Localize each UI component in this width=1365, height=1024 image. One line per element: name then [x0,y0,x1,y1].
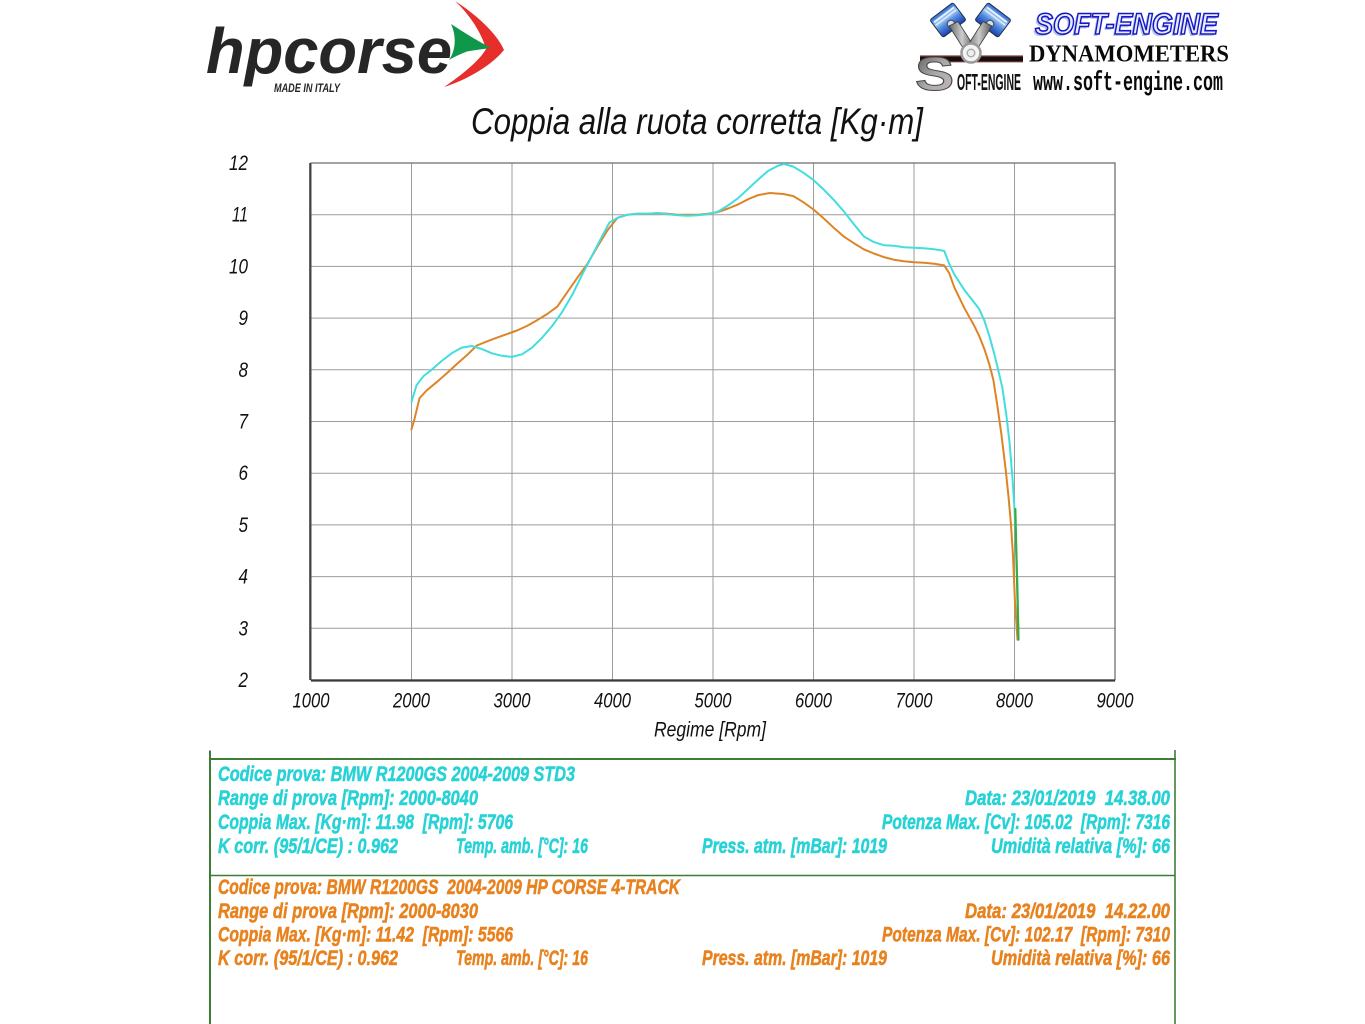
svg-text:DYNAMOMETERS: DYNAMOMETERS [1029,42,1229,68]
svg-text:Data: 23/01/2019 14.38.00: Data: 23/01/2019 14.38.00 [965,786,1170,810]
svg-text:5: 5 [239,514,249,537]
svg-text:8000: 8000 [996,690,1033,713]
svg-text:Range di prova [Rpm]: 2000-804: Range di prova [Rpm]: 2000-8040 [218,786,478,810]
svg-text:2000: 2000 [392,690,430,713]
svg-text:4: 4 [239,566,249,589]
svg-text:Temp. amb. [°C]: 16: Temp. amb. [°C]: 16 [456,946,589,970]
svg-text:Coppia Max. [Kg·m]: 11.42 [Rp: Coppia Max. [Kg·m]: 11.42 [Rpm]: 5566 [218,923,514,947]
svg-text:Coppia Max. [Kg·m]: 11.98 [Rp: Coppia Max. [Kg·m]: 11.98 [Rpm]: 5706 [218,810,514,834]
svg-text:6: 6 [239,462,249,485]
svg-text:2: 2 [238,669,249,692]
svg-text:9: 9 [239,307,249,330]
svg-text:6000: 6000 [795,690,832,713]
svg-text:8: 8 [239,359,249,382]
svg-text:Potenza Max. [Cv]: 102.17 [Rp: Potenza Max. [Cv]: 102.17 [Rpm]: 7310 [882,923,1170,947]
svg-text:1000: 1000 [293,690,330,713]
svg-text:9000: 9000 [1097,690,1134,713]
svg-text:Coppia alla ruota corretta [Kg: Coppia alla ruota corretta [Kg·m] [471,101,924,142]
svg-text:3: 3 [239,617,249,640]
svg-text:MADE IN ITALY: MADE IN ITALY [274,83,341,95]
svg-text:10: 10 [229,255,248,278]
svg-text:3000: 3000 [494,690,531,713]
svg-text:Potenza Max. [Cv]: 105.02 [Rp: Potenza Max. [Cv]: 105.02 [Rpm]: 7316 [882,810,1171,834]
svg-text:Umidità relativa [%]: 66: Umidità relativa [%]: 66 [991,946,1171,970]
svg-text:SOFT-ENGINE: SOFT-ENGINE [1033,10,1217,43]
svg-text:OFT-ENGINE: OFT-ENGINE [957,69,1021,95]
svg-text:Data: 23/01/2019 14.22.00: Data: 23/01/2019 14.22.00 [965,899,1170,923]
svg-text:Temp. amb. [°C]: 16: Temp. amb. [°C]: 16 [456,834,589,858]
svg-text:Press. atm. [mBar]: 1019: Press. atm. [mBar]: 1019 [702,834,887,858]
svg-text:K corr. (95/1/CE) : 0.962: K corr. (95/1/CE) : 0.962 [218,946,398,970]
svg-text:7: 7 [239,411,250,434]
svg-text:4000: 4000 [594,690,631,713]
svg-text:7000: 7000 [896,690,933,713]
svg-text:Codice prova: BMW R1200GS 200: Codice prova: BMW R1200GS 2004-2009 HP C… [218,875,681,899]
svg-text:Regime [Rpm]: Regime [Rpm] [654,719,767,742]
svg-text:Codice prova: BMW R1200GS 2004: Codice prova: BMW R1200GS 2004-2009 STD3 [218,762,575,786]
svg-text:hpcorse: hpcorse [206,15,452,87]
svg-text:Range di prova [Rpm]: 2000-803: Range di prova [Rpm]: 2000-8030 [218,899,478,923]
svg-text:K corr. (95/1/CE) : 0.962: K corr. (95/1/CE) : 0.962 [218,834,398,858]
svg-text:5000: 5000 [695,690,732,713]
svg-text:12: 12 [229,152,248,175]
svg-text:11: 11 [232,204,248,227]
svg-text:S: S [915,48,954,100]
svg-text:Press. atm. [mBar]: 1019: Press. atm. [mBar]: 1019 [702,946,887,970]
svg-text:www.soft-engine.com: www.soft-engine.com [1033,69,1223,98]
svg-text:Umidità relativa [%]: 66: Umidità relativa [%]: 66 [991,834,1171,858]
svg-text:SOFT-ENGINE: SOFT-ENGINE [1035,8,1219,41]
